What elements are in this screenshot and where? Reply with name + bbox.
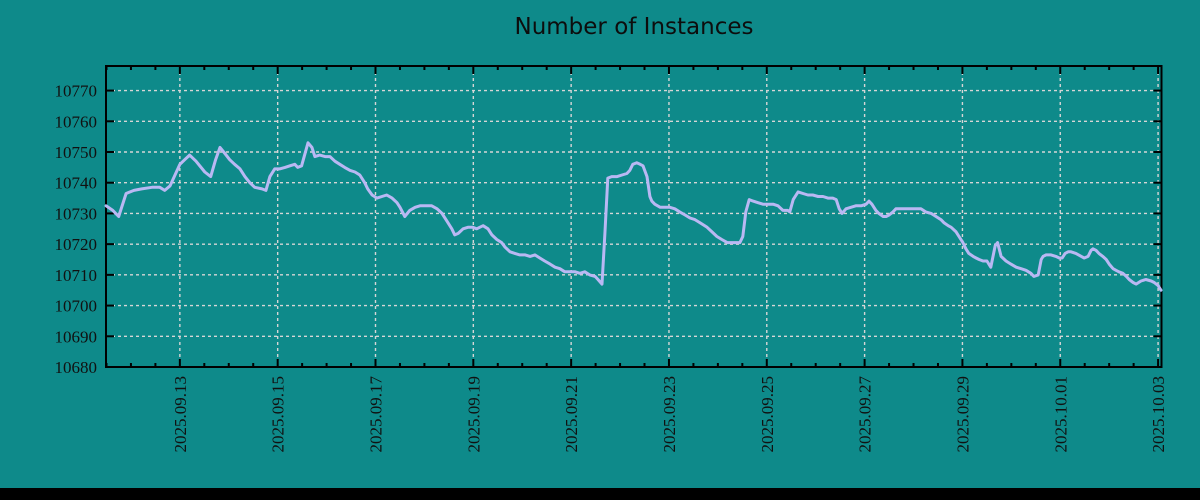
y-tick-label: 10760 [55,112,98,131]
data-series-line [104,141,1163,292]
x-tick-label: 2025.10.01 [1051,376,1070,453]
y-tick-label: 10690 [55,327,98,346]
x-tick-label: 2025.09.13 [171,376,190,453]
x-tick-label: 2025.09.29 [953,376,972,453]
x-tick-label: 2025.09.15 [269,376,288,453]
y-tick-label: 10710 [55,266,98,285]
y-tick-label: 10740 [55,174,98,193]
x-tick-label: 2025.09.21 [562,376,581,453]
bottom-bar [0,488,1200,500]
x-tick-label: 2025.10.03 [1149,376,1168,453]
x-tick-label: 2025.09.27 [856,376,875,453]
chart-title: Number of Instances [514,14,754,40]
x-tick-label: 2025.09.23 [660,376,679,453]
y-tick-label: 10730 [55,204,98,223]
y-tick-label: 10720 [55,235,98,254]
x-tick-label: 2025.09.19 [464,376,483,453]
y-tick-label: 10680 [55,358,98,377]
plot-frame [105,65,1163,368]
y-tick-label: 10770 [55,82,98,101]
x-tick-label: 2025.09.25 [758,376,777,453]
y-tick-label: 10750 [55,143,98,162]
x-tick-label: 2025.09.17 [366,376,385,453]
y-tick-label: 10700 [55,297,98,316]
